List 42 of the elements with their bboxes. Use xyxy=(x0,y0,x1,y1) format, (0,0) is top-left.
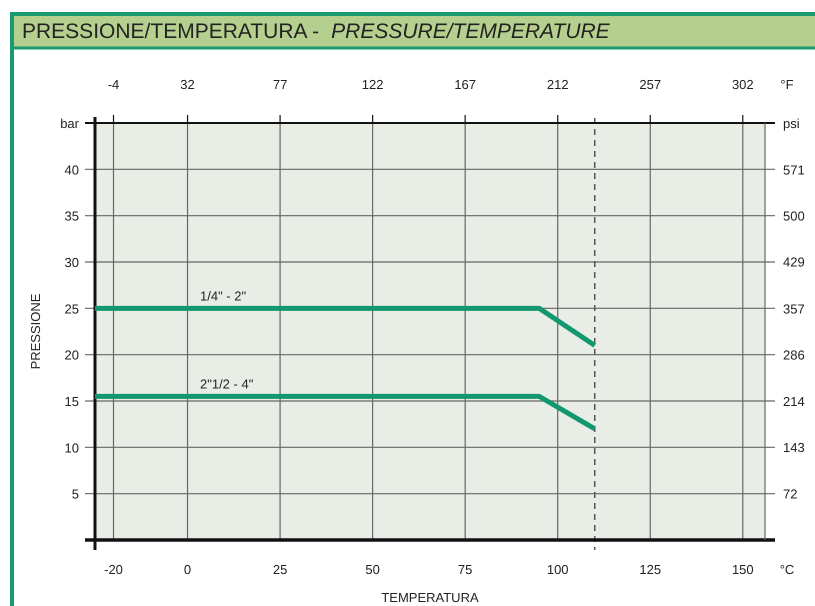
x-tick-label: 50 xyxy=(365,562,380,577)
chart-title: PRESSIONE/TEMPERATURA - xyxy=(22,20,320,43)
x-tick-label: -20 xyxy=(104,562,123,577)
y-tick-label: 35 xyxy=(64,208,79,224)
y-tick-label: 20 xyxy=(64,348,79,363)
y2-tick-label: 357 xyxy=(783,301,805,316)
x2-tick-label: 32 xyxy=(180,77,195,92)
y-tick-label: 40 xyxy=(64,162,79,178)
y-tick-label: 25 xyxy=(64,301,79,316)
y-tick-label: 5 xyxy=(72,486,79,502)
y-tick-label: 10 xyxy=(64,440,79,456)
x2-tick-label: -4 xyxy=(108,77,120,92)
x-tick-label: 0 xyxy=(184,562,192,577)
y2-tick-label: 429 xyxy=(783,254,805,270)
x-tick-label: 100 xyxy=(546,562,569,577)
x-tick-label: 75 xyxy=(458,562,472,577)
x-tick-label: 150 xyxy=(732,562,754,577)
text: °C xyxy=(780,562,794,577)
y2-axis-title: psi xyxy=(783,116,800,131)
y2-tick-label: 571 xyxy=(783,162,805,178)
x2-tick-label: 302 xyxy=(732,77,754,92)
x2-tick-label: 122 xyxy=(362,77,384,92)
y-tick-label: 15 xyxy=(64,394,79,409)
x2-axis-title: °F xyxy=(780,77,794,92)
text: bar xyxy=(60,116,80,131)
series-label: 1/4" - 2" xyxy=(200,288,246,304)
x-axis-title: TEMPERATURA xyxy=(381,590,479,605)
x-tick-label: 125 xyxy=(639,562,662,577)
y-tick-label: 30 xyxy=(64,255,79,270)
y2-tick-label: 286 xyxy=(783,347,805,362)
x2-tick-label: 77 xyxy=(272,77,288,92)
y2-tick-label: 143 xyxy=(783,440,805,456)
x2-tick-label: 257 xyxy=(639,77,662,92)
x2-tick-label: 212 xyxy=(546,77,569,92)
y2-tick-label: 214 xyxy=(783,394,805,410)
y2-tick-label: 72 xyxy=(783,486,798,502)
chart-subtitle: PRESSURE/TEMPERATURE xyxy=(331,20,611,43)
y2-tick-label: 500 xyxy=(783,208,805,224)
y-axis-title: PRESSIONE xyxy=(28,293,43,370)
series-label: 2"1/2 - 4" xyxy=(200,376,254,392)
x2-tick-label: 167 xyxy=(454,77,476,92)
x-tick-label: 25 xyxy=(272,562,288,577)
